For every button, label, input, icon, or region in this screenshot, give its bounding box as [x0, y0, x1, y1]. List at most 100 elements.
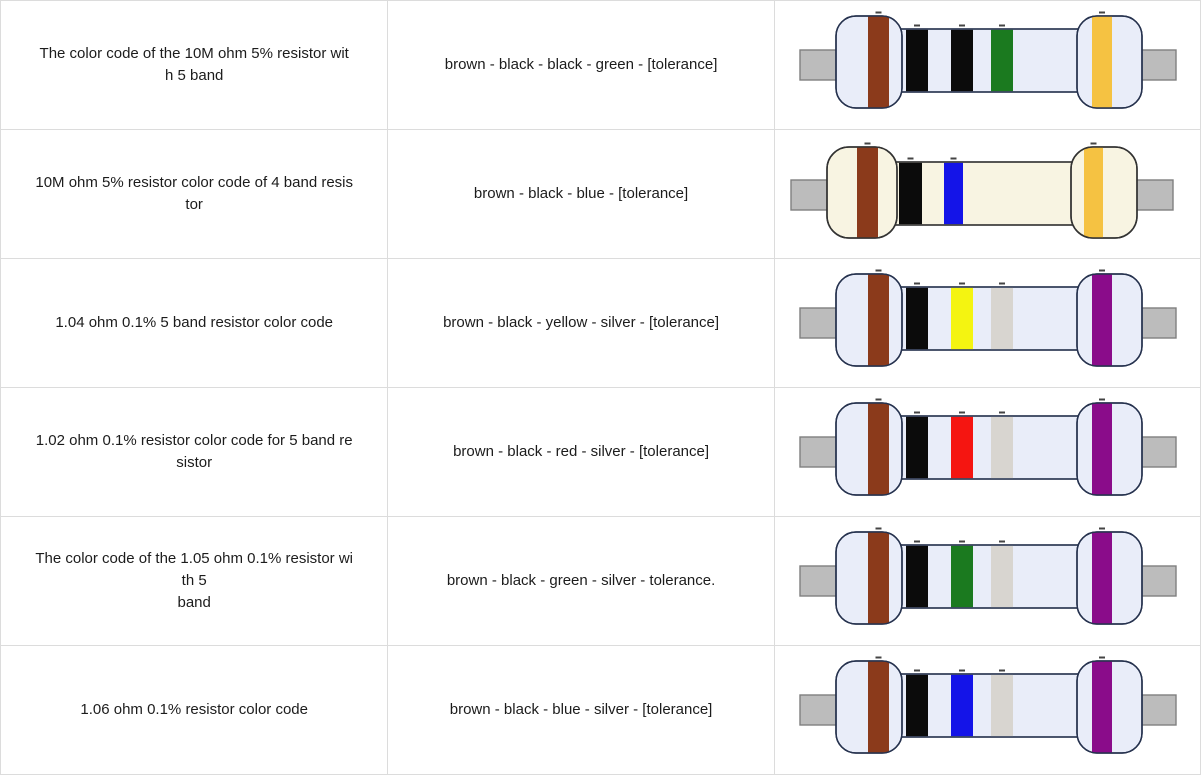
color-band-black [906, 416, 929, 478]
table-row: The color code of the 10M ohm 5% resisto… [1, 1, 1200, 130]
band-tick [875, 269, 882, 271]
band-tick [914, 669, 921, 671]
left-lead [790, 178, 833, 211]
color-band-black [906, 674, 929, 736]
resistor-body-middle [868, 285, 1111, 351]
answer-cell: brown - black - black - green - [toleran… [388, 1, 775, 129]
resistor-body-left-outline [835, 14, 904, 109]
question-text: The color code of the 1.05 ohm 0.1% resi… [35, 550, 354, 611]
band-tick [959, 411, 966, 413]
question-cell: 1.02 ohm 0.1% resistor color code for 5 … [1, 388, 389, 516]
color-band-silver [991, 416, 1014, 478]
answer-text: brown - black - blue - [tolerance] [473, 185, 689, 202]
band-tick [1099, 527, 1106, 529]
left-lead [799, 693, 842, 726]
band-tick [950, 157, 957, 159]
resistor-body-right-outline [1076, 14, 1144, 109]
band-tick [1090, 142, 1097, 144]
color-band-purple [1092, 660, 1113, 753]
answer-cell: brown - black - red - silver - [toleranc… [388, 388, 775, 516]
question-cell: 10M ohm 5% resistor color code of 4 band… [1, 130, 389, 258]
resistor-body-right-outline [1076, 401, 1144, 496]
color-band-purple [1092, 273, 1113, 366]
band-tick [875, 656, 882, 658]
color-band-gold [1092, 15, 1113, 108]
resistor-body-middle [868, 672, 1111, 738]
band-tick [1099, 269, 1106, 271]
band-tick [1099, 11, 1106, 13]
color-band-silver [991, 545, 1014, 607]
resistor-figure [775, 130, 1200, 258]
resistor-body-middle [861, 160, 1106, 226]
table-row: 10M ohm 5% resistor color code of 4 band… [1, 130, 1200, 259]
band-tick [914, 540, 921, 542]
answer-cell: brown - black - yellow - silver - [toler… [388, 259, 775, 387]
color-band-green [991, 29, 1014, 91]
resistor-body-middle [868, 543, 1111, 609]
table-row: 1.06 ohm 0.1% resistor color code brown … [1, 646, 1200, 774]
band-tick [875, 527, 882, 529]
resistor-figure [775, 517, 1200, 645]
resistor-body-right-outline [1076, 530, 1144, 625]
question-text: The color code of the 10M ohm 5% resisto… [39, 45, 349, 84]
resistor-cell [774, 517, 1200, 645]
resistor-figure [775, 388, 1200, 516]
table-row: The color code of the 1.05 ohm 0.1% resi… [1, 517, 1200, 646]
resistor-body-right-outline [1076, 272, 1144, 367]
question-text: 10M ohm 5% resistor color code of 4 band… [35, 174, 354, 213]
answer-text: brown - black - yellow - silver - [toler… [443, 314, 720, 331]
resistor-body-left-outline [835, 530, 904, 625]
color-band-black [906, 29, 929, 91]
color-band-purple [1092, 402, 1113, 495]
table-row: 1.02 ohm 0.1% resistor color code for 5 … [1, 388, 1200, 517]
resistor-svg [799, 527, 1178, 625]
resistor-svg [799, 656, 1178, 754]
color-band-black [906, 287, 929, 349]
resistor-svg [790, 142, 1175, 239]
color-band-brown [868, 531, 890, 624]
resistor-cell [774, 388, 1200, 516]
color-band-purple [1092, 531, 1113, 624]
color-band-silver [991, 674, 1014, 736]
answer-cell: brown - black - green - silver - toleran… [388, 517, 775, 645]
resistor-cell [774, 1, 1200, 129]
answer-text: brown - black - red - silver - [toleranc… [453, 443, 710, 460]
color-band-brown [857, 146, 879, 238]
question-cell: 1.04 ohm 0.1% 5 band resistor color code [1, 259, 389, 387]
band-tick [959, 669, 966, 671]
resistor-body-middle [868, 414, 1111, 480]
resistor-figure [775, 1, 1200, 129]
color-band-brown [868, 660, 890, 753]
band-tick [999, 282, 1006, 284]
color-band-black [906, 545, 929, 607]
band-tick [914, 24, 921, 26]
question-text: 1.04 ohm 0.1% 5 band resistor color code [55, 314, 334, 331]
resistor-body-right-outline [1076, 659, 1144, 754]
color-band-red [951, 416, 974, 478]
answer-cell: brown - black - blue - silver - [toleran… [388, 646, 775, 774]
band-tick [1099, 398, 1106, 400]
band-tick [875, 11, 882, 13]
color-band-black [951, 29, 974, 91]
question-cell: The color code of the 1.05 ohm 0.1% resi… [1, 517, 389, 645]
band-tick [999, 24, 1006, 26]
question-cell: 1.06 ohm 0.1% resistor color code [1, 646, 389, 774]
left-lead [799, 564, 842, 597]
resistor-svg [799, 11, 1178, 109]
question-text: 1.06 ohm 0.1% resistor color code [80, 701, 308, 718]
band-tick [959, 24, 966, 26]
color-band-blue [944, 162, 964, 224]
resistor-body-middle [868, 27, 1111, 93]
resistor-body-right-outline [1070, 145, 1139, 239]
answer-cell: brown - black - blue - [tolerance] [388, 130, 775, 258]
answer-text: brown - black - green - silver - toleran… [446, 572, 716, 589]
resistor-svg [799, 269, 1178, 367]
left-lead [799, 435, 842, 468]
band-tick [914, 411, 921, 413]
answer-text: brown - black - blue - silver - [toleran… [449, 701, 713, 718]
resistor-svg [799, 398, 1178, 496]
resistor-body-left-outline [826, 145, 899, 239]
left-lead [799, 48, 842, 81]
band-tick [959, 540, 966, 542]
